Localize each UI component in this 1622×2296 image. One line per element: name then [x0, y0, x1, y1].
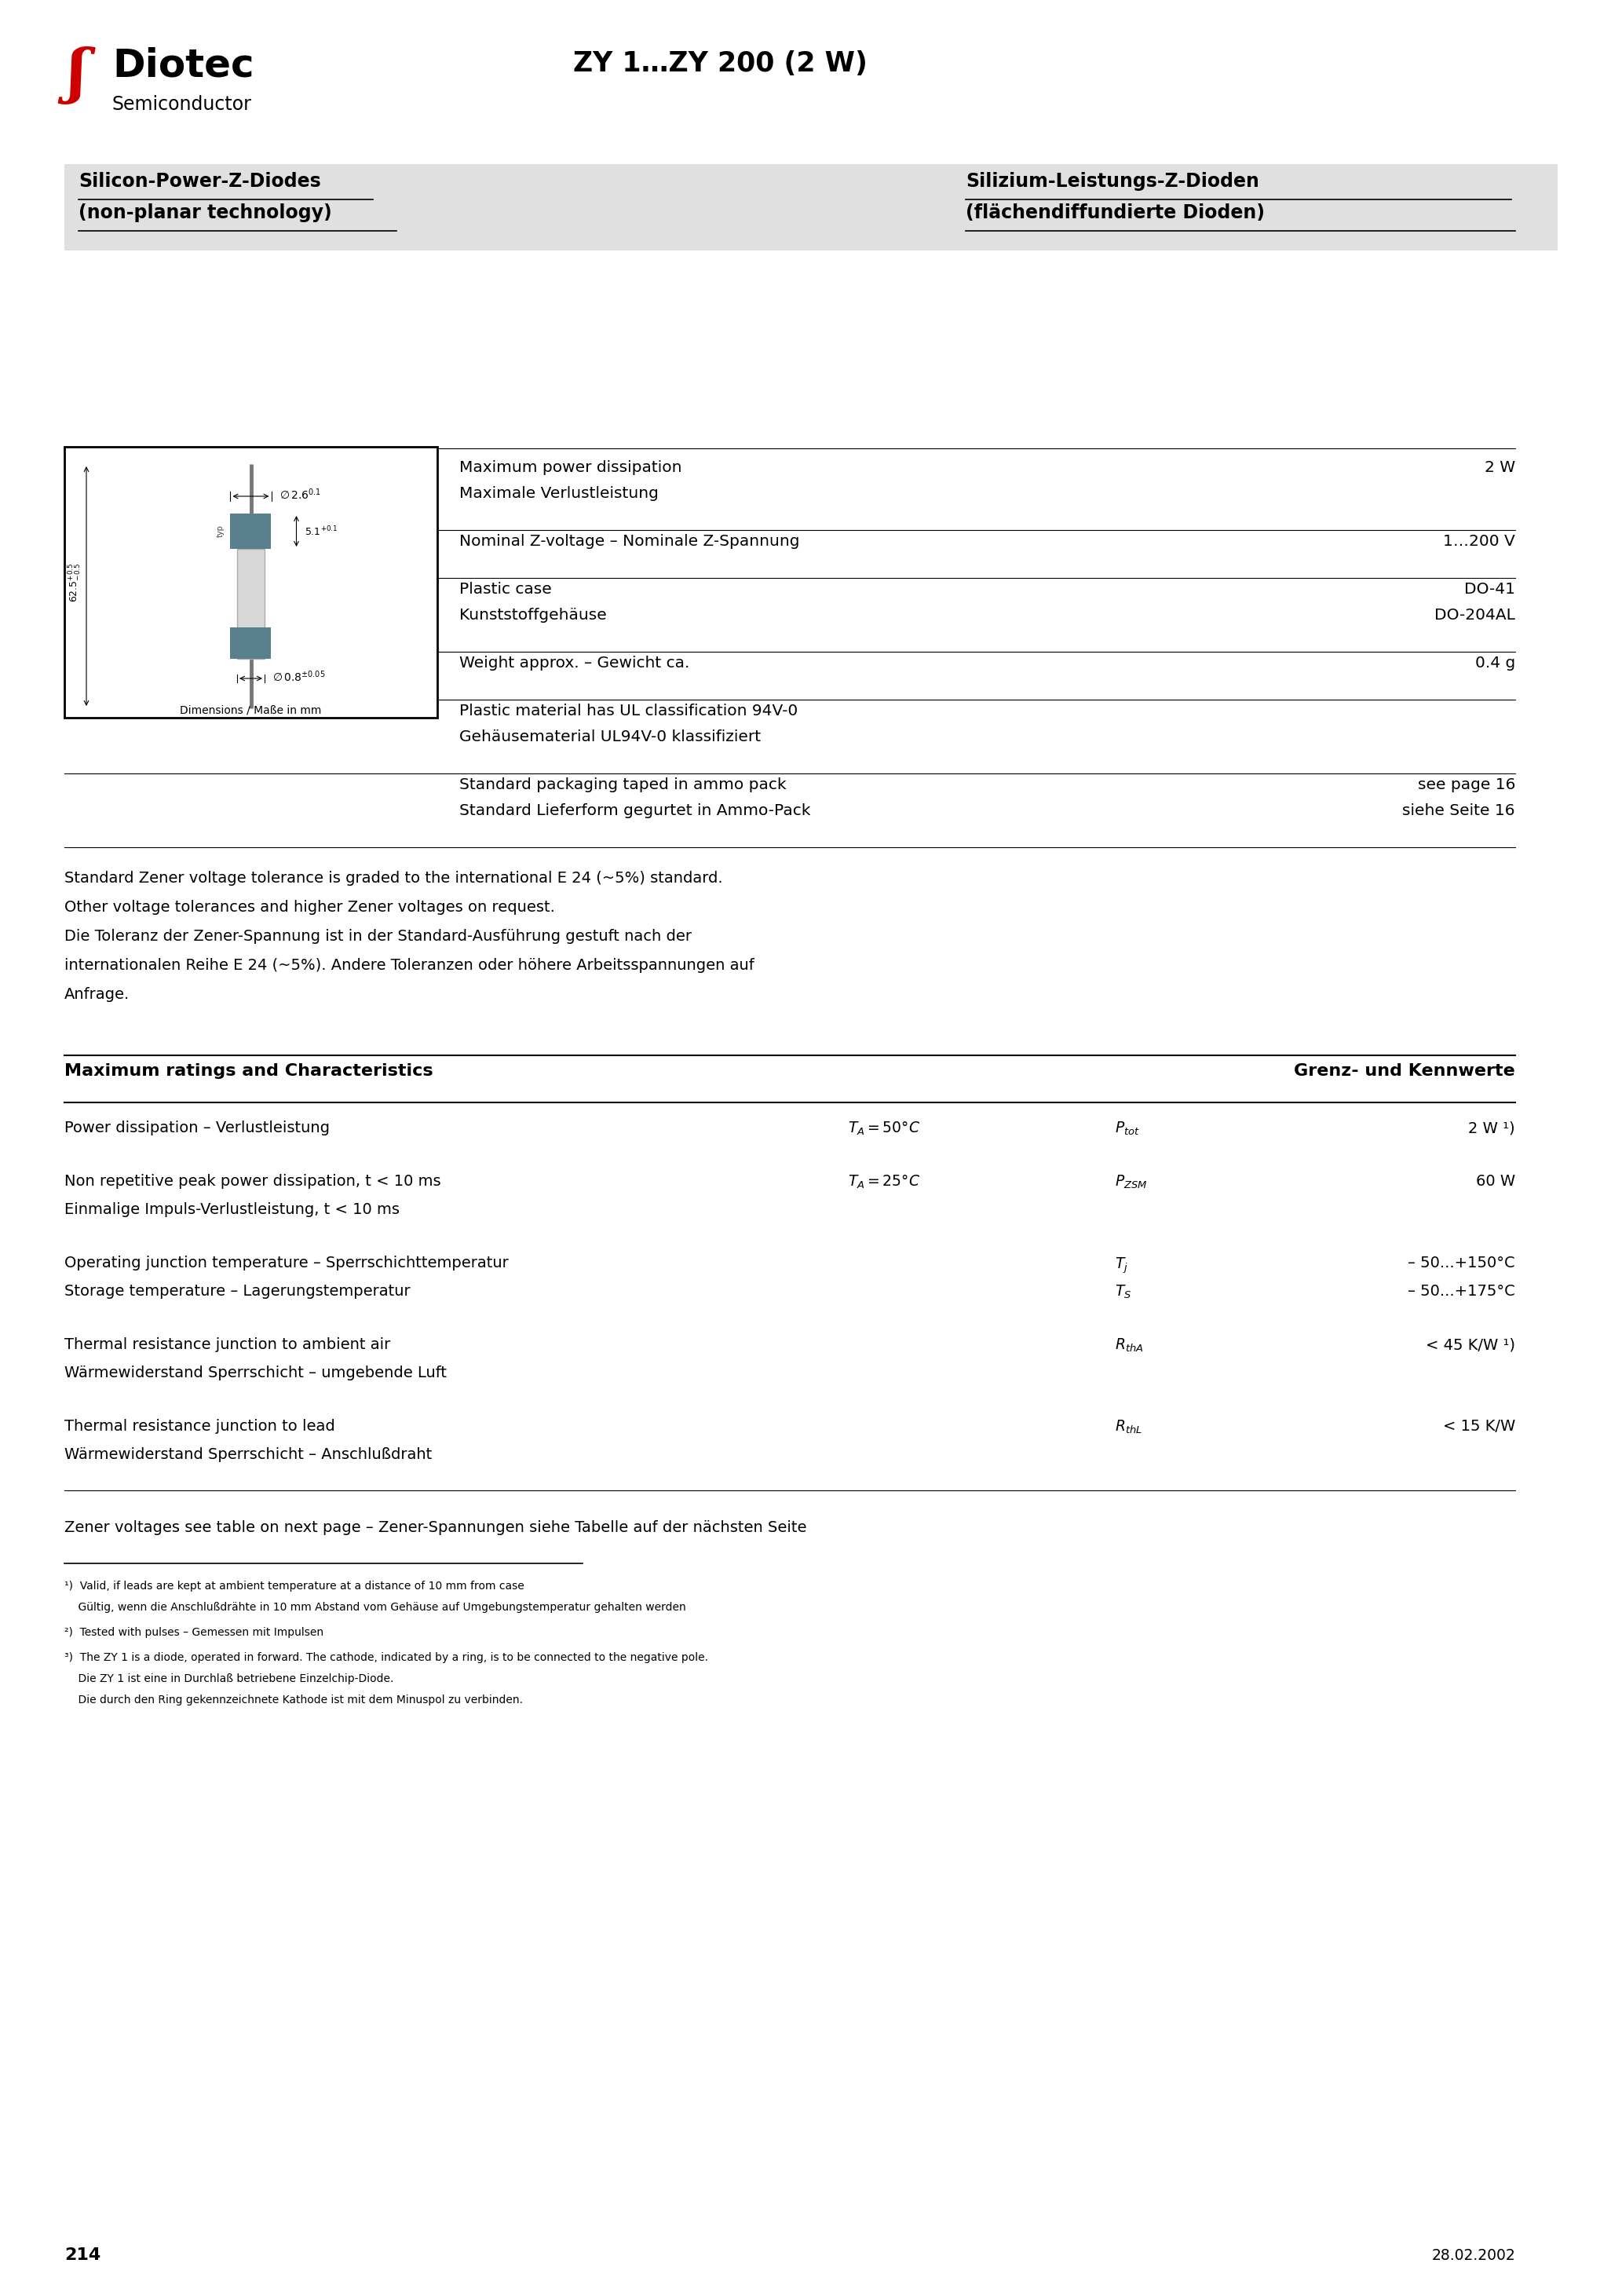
Text: Maximale Verlustleistung: Maximale Verlustleistung [459, 487, 659, 501]
Text: Kunststoffgehäuse: Kunststoffgehäuse [459, 608, 607, 622]
Text: ¹)  Valid, if leads are kept at ambient temperature at a distance of 10 mm from : ¹) Valid, if leads are kept at ambient t… [65, 1580, 524, 1591]
Text: Grenz- und Kennwerte: Grenz- und Kennwerte [1294, 1063, 1515, 1079]
Text: Wärmewiderstand Sperrschicht – umgebende Luft: Wärmewiderstand Sperrschicht – umgebende… [65, 1366, 446, 1380]
Bar [230, 627, 271, 659]
Text: ³)  The ZY 1 is a diode, operated in forward. The cathode, indicated by a ring, : ³) The ZY 1 is a diode, operated in forw… [65, 1653, 709, 1662]
Text: (non-planar technology): (non-planar technology) [78, 204, 333, 223]
Text: $P_{ZSM}$: $P_{ZSM}$ [1114, 1173, 1147, 1192]
Text: ²)  Tested with pulses – Gemessen mit Impulsen: ²) Tested with pulses – Gemessen mit Imp… [65, 1628, 323, 1637]
Text: Silicon-Power-Z-Diodes: Silicon-Power-Z-Diodes [78, 172, 321, 191]
Text: Power dissipation – Verlustleistung: Power dissipation – Verlustleistung [65, 1120, 329, 1137]
Text: Plastic material has UL classification 94V-0: Plastic material has UL classification 9… [459, 703, 798, 719]
Text: Maximum ratings and Characteristics: Maximum ratings and Characteristics [65, 1063, 433, 1079]
Text: Die ZY 1 ist eine in Durchlaß betriebene Einzelchip-Diode.: Die ZY 1 ist eine in Durchlaß betriebene… [65, 1674, 394, 1685]
Text: Non repetitive peak power dissipation, t < 10 ms: Non repetitive peak power dissipation, t… [65, 1173, 441, 1189]
Text: 28.02.2002: 28.02.2002 [1432, 2248, 1515, 2264]
Text: siehe Seite 16: siehe Seite 16 [1403, 804, 1515, 817]
Text: Zener voltages see table on next page – Zener-Spannungen siehe Tabelle auf der n: Zener voltages see table on next page – … [65, 1520, 806, 1536]
Text: Nominal Z-voltage – Nominale Z-Spannung: Nominal Z-voltage – Nominale Z-Spannung [459, 535, 800, 549]
Text: < 45 K/W ¹): < 45 K/W ¹) [1426, 1336, 1515, 1352]
Bar [65, 448, 438, 719]
Text: typ: typ [216, 526, 224, 537]
Text: Plastic case: Plastic case [459, 581, 551, 597]
Text: Die Toleranz der Zener-Spannung ist in der Standard-Ausführung gestuft nach der: Die Toleranz der Zener-Spannung ist in d… [65, 930, 691, 944]
Text: internationalen Reihe E 24 (~5%). Andere Toleranzen oder höhere Arbeitsspannunge: internationalen Reihe E 24 (~5%). Andere… [65, 957, 754, 974]
Text: Dimensions / Maße in mm: Dimensions / Maße in mm [180, 705, 321, 716]
Text: 1…200 V: 1…200 V [1444, 535, 1515, 549]
Text: Gültig, wenn die Anschlußdrähte in 10 mm Abstand vom Gehäuse auf Umgebungstemper: Gültig, wenn die Anschlußdrähte in 10 mm… [65, 1603, 686, 1612]
Text: $P_{tot}$: $P_{tot}$ [1114, 1120, 1140, 1137]
Text: Storage temperature – Lagerungstemperatur: Storage temperature – Lagerungstemperatu… [65, 1283, 410, 1300]
Bar [65, 163, 1557, 250]
Text: $R_{thL}$: $R_{thL}$ [1114, 1419, 1142, 1435]
Text: see page 16: see page 16 [1418, 778, 1515, 792]
Text: ʃ: ʃ [67, 46, 86, 103]
Text: Anfrage.: Anfrage. [65, 987, 130, 1001]
Text: Standard Lieferform gegurtet in Ammo-Pack: Standard Lieferform gegurtet in Ammo-Pac… [459, 804, 811, 817]
Bar [230, 514, 271, 549]
Text: Standard packaging taped in ammo pack: Standard packaging taped in ammo pack [459, 778, 787, 792]
Text: < 15 K/W: < 15 K/W [1444, 1419, 1515, 1433]
Text: 2 W ¹): 2 W ¹) [1468, 1120, 1515, 1137]
Text: $T_S$: $T_S$ [1114, 1283, 1132, 1300]
Bar [237, 549, 264, 659]
Text: ZY 1…ZY 200 (2 W): ZY 1…ZY 200 (2 W) [573, 51, 868, 78]
Text: 2 W: 2 W [1484, 459, 1515, 475]
Text: Silizium-Leistungs-Z-Dioden: Silizium-Leistungs-Z-Dioden [965, 172, 1259, 191]
Text: Einmalige Impuls-Verlustleistung, t < 10 ms: Einmalige Impuls-Verlustleistung, t < 10… [65, 1203, 399, 1217]
Text: $62.5^{+0.5}_{-0.5}$: $62.5^{+0.5}_{-0.5}$ [68, 563, 83, 602]
Text: $\varnothing\,2.6^{0.1}$: $\varnothing\,2.6^{0.1}$ [279, 487, 321, 503]
Text: $T_A = 50°C$: $T_A = 50°C$ [848, 1120, 920, 1137]
Text: 214: 214 [65, 2248, 101, 2264]
Text: Semiconductor: Semiconductor [112, 94, 251, 115]
Text: $\varnothing\,0.8^{\pm0.05}$: $\varnothing\,0.8^{\pm0.05}$ [272, 670, 326, 684]
Text: Weight approx. – Gewicht ca.: Weight approx. – Gewicht ca. [459, 657, 689, 670]
Text: 60 W: 60 W [1476, 1173, 1515, 1189]
Text: – 50...+150°C: – 50...+150°C [1408, 1256, 1515, 1270]
Text: DO-204AL: DO-204AL [1434, 608, 1515, 622]
Text: (flächendiffundierte Dioden): (flächendiffundierte Dioden) [965, 204, 1265, 223]
Text: Other voltage tolerances and higher Zener voltages on request.: Other voltage tolerances and higher Zene… [65, 900, 555, 914]
Text: DO-41: DO-41 [1465, 581, 1515, 597]
Text: $T_A = 25°C$: $T_A = 25°C$ [848, 1173, 920, 1192]
Text: Standard Zener voltage tolerance is graded to the international E 24 (~5%) stand: Standard Zener voltage tolerance is grad… [65, 870, 723, 886]
Text: Thermal resistance junction to ambient air: Thermal resistance junction to ambient a… [65, 1336, 391, 1352]
Text: $R_{thA}$: $R_{thA}$ [1114, 1336, 1144, 1355]
Text: 0.4 g: 0.4 g [1474, 657, 1515, 670]
Text: Wärmewiderstand Sperrschicht – Anschlußdraht: Wärmewiderstand Sperrschicht – Anschlußd… [65, 1446, 431, 1463]
Text: Thermal resistance junction to lead: Thermal resistance junction to lead [65, 1419, 336, 1433]
Text: Die durch den Ring gekennzeichnete Kathode ist mit dem Minuspol zu verbinden.: Die durch den Ring gekennzeichnete Katho… [65, 1694, 522, 1706]
Text: – 50...+175°C: – 50...+175°C [1408, 1283, 1515, 1300]
Text: Maximum power dissipation: Maximum power dissipation [459, 459, 681, 475]
Text: Gehäusematerial UL94V-0 klassifiziert: Gehäusematerial UL94V-0 klassifiziert [459, 730, 761, 744]
Text: Operating junction temperature – Sperrschichttemperatur: Operating junction temperature – Sperrsc… [65, 1256, 509, 1270]
Text: Diotec: Diotec [112, 46, 255, 85]
Text: $T_j$: $T_j$ [1114, 1256, 1129, 1274]
Text: $5.1^{+0.1}$: $5.1^{+0.1}$ [305, 526, 337, 537]
